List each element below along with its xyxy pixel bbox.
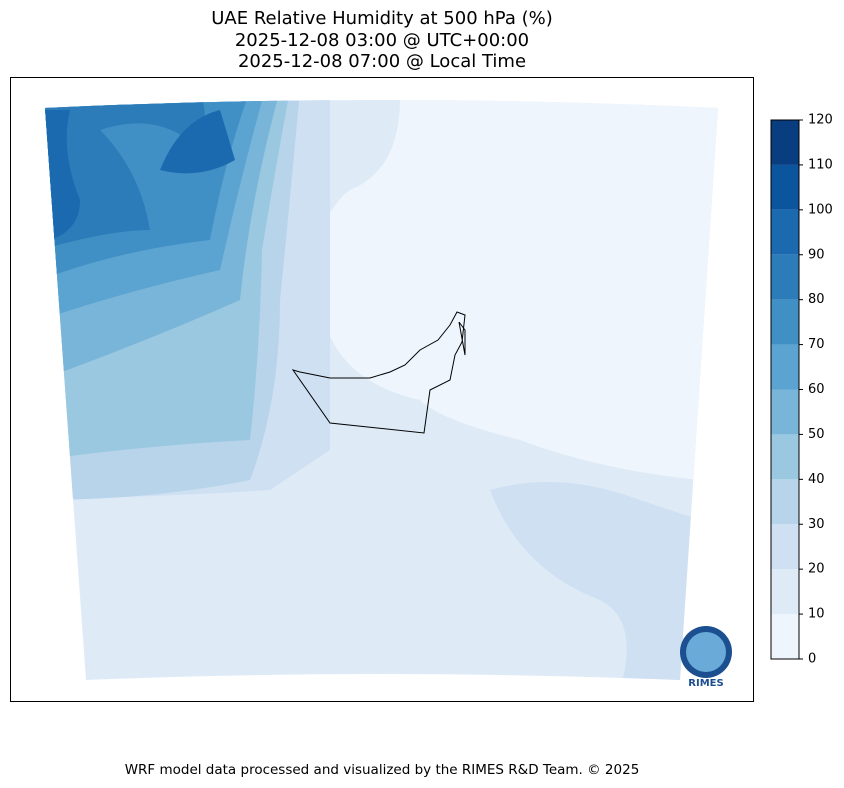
logo: RIMES [680,626,732,689]
colorbar-tick-label: 20 [808,562,825,577]
title-line: 2025-12-08 07:00 @ Local Time [238,51,526,72]
colorbar-band [771,120,799,165]
colorbar-tick-label: 30 [808,517,825,532]
caption: WRF model data processed and visualized … [125,762,640,778]
colorbar: 0 10 20 30 40 50 60 70 80 90 100 110 120 [770,113,833,667]
colorbar-band [771,254,799,300]
title-line: UAE Relative Humidity at 500 hPa (%) [211,8,552,29]
colorbar-band [771,614,799,659]
colorbar-band [771,479,799,525]
colorbar-band [771,389,799,435]
colorbar-tick-label: 100 [808,202,833,217]
logo-text: RIMES [688,678,723,689]
colorbar-band [771,209,799,255]
title: UAE Relative Humidity at 500 hPa (%) 202… [211,8,552,72]
colorbar-tick-label: 90 [808,247,825,262]
colorbar-tick-label: 80 [808,292,825,307]
colorbar-band [771,344,799,390]
colorbar-band [771,434,799,480]
colorbar-band [771,164,799,210]
colorbar-tick-label: 10 [808,607,825,622]
colorbar-tick-label: 50 [808,427,825,442]
colorbar-tick-label: 120 [808,113,833,128]
colorbar-band [771,524,799,570]
colorbar-tick-label: 40 [808,472,825,487]
colorbar-band [771,299,799,345]
title-line: 2025-12-08 03:00 @ UTC+00:00 [235,30,529,51]
colorbar-band [771,569,799,615]
colorbar-tick-label: 70 [808,337,825,352]
colorbar-tick-label: 110 [808,157,833,172]
uae-outline [291,311,466,434]
colorbar-tick-label: 0 [808,652,816,667]
humidity-field [45,100,718,680]
colorbar-tick-label: 60 [808,382,825,397]
